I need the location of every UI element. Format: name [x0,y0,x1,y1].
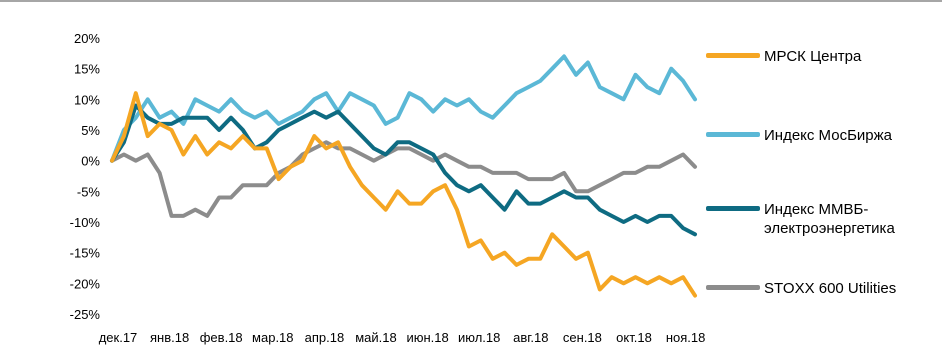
legend-swatch-micex-power [706,206,760,211]
x-tick-label: апр.18 [305,330,345,345]
x-axis-tick-labels: дек.17 янв.18 фев.18 мар.18 апр.18 май.18 июн.… [99,330,706,345]
series-line-2 [110,103,697,237]
x-tick-label: июн.18 [406,330,448,345]
legend-swatch-mrsk-centra [706,53,760,58]
x-tick-label: дек.17 [99,330,138,345]
legend-item-mrsk-centra: МРСК Центра [706,47,939,66]
x-tick-label: фев.18 [200,330,243,345]
y-tick-label: 10% [74,92,100,107]
legend-label-moex-index: Индекс МосБиржа [764,127,893,144]
x-tick-label: ноя.18 [666,330,706,345]
x-tick-label: сен.18 [563,330,602,345]
y-axis-tick-labels: 20% 15% 10% 5% 0% -5% -10% -15% -20% -25% [70,31,101,322]
series-lines [110,54,697,298]
x-tick-label: мар.18 [252,330,293,345]
y-tick-label: 15% [74,62,100,77]
legend: МРСК Центра Индекс МосБиржа Индекс ММВБ-… [706,0,942,360]
x-tick-label: май.18 [355,330,397,345]
series-line-0 [110,91,697,298]
legend-swatch-stoxx-utilities [706,285,760,290]
x-tick-label: июл.18 [458,330,500,345]
x-tick-label: окт.18 [616,330,652,345]
legend-label-stoxx-utilities: STOXX 600 Utilities [764,280,897,297]
series-line-1 [110,54,697,163]
series-line-3 [110,140,697,218]
y-tick-label: -5% [77,184,101,199]
top-border-line [0,0,942,2]
y-tick-label: 0% [81,154,100,169]
y-tick-label: 20% [74,31,100,46]
y-tick-label: -10% [70,215,101,230]
legend-item-stoxx-utilities: STOXX 600 Utilities [706,279,939,298]
x-tick-label: янв.18 [150,330,189,345]
legend-item-micex-power: Индекс ММВБ-электроэнергетика [706,200,939,238]
y-tick-label: 5% [81,123,100,138]
legend-label-mrsk-centra: МРСК Центра [764,48,862,65]
y-tick-label: -15% [70,246,101,261]
legend-label-micex-power: Индекс ММВБ-электроэнергетика [764,201,895,237]
legend-swatch-moex-index [706,132,760,137]
y-tick-label: -20% [70,276,101,291]
x-tick-label: авг.18 [513,330,548,345]
legend-item-moex-index: Индекс МосБиржа [706,126,939,145]
y-tick-label: -25% [70,307,101,322]
